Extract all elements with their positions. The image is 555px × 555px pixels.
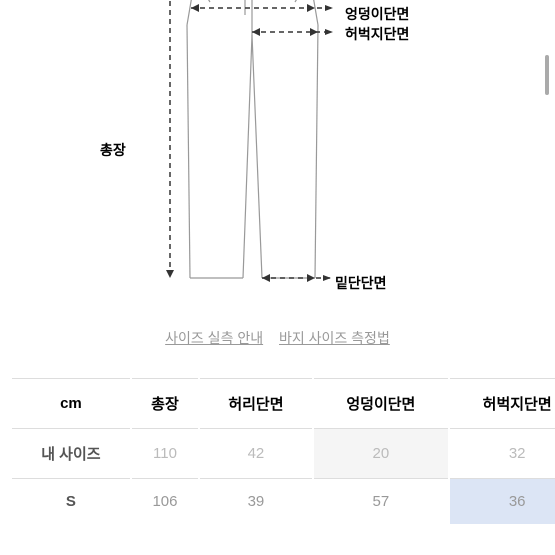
table-header-row: cm 총장 허리단면 엉덩이단면 허벅지단면 밑 xyxy=(12,379,555,429)
cell: 57 xyxy=(313,479,449,525)
cell-highlight: 36 xyxy=(449,479,555,525)
col-header: 총장 xyxy=(131,379,199,429)
cell: 106 xyxy=(131,479,199,525)
size-links: 사이즈 실측 안내 바지 사이즈 측정법 xyxy=(0,328,555,348)
label-thigh: 허벅지단면 xyxy=(345,24,409,44)
measure-guide-link[interactable]: 바지 사이즈 측정법 xyxy=(279,330,390,346)
table-row-s[interactable]: S 106 39 57 36 3 xyxy=(12,479,555,525)
col-header: 허벅지단면 xyxy=(449,379,555,429)
label-hem: 밑단단면 xyxy=(335,273,387,293)
pants-diagram: 밑위 엉덩이단면 허벅지단면 총장 밑단단면 xyxy=(0,0,555,310)
col-header: 엉덩이단면 xyxy=(313,379,449,429)
size-table: cm 총장 허리단면 엉덩이단면 허벅지단면 밑 내 사이즈 110 42 20… xyxy=(0,378,555,524)
table-row-mysize: 내 사이즈 110 42 20 32 3 xyxy=(12,429,555,479)
cell: 42 xyxy=(199,429,313,479)
cell: 39 xyxy=(199,479,313,525)
label-hip: 엉덩이단면 xyxy=(345,4,409,24)
pants-outline xyxy=(155,0,355,295)
label-total-length: 총장 xyxy=(100,140,126,160)
cell: 32 xyxy=(449,429,555,479)
unit-header: cm xyxy=(12,379,131,429)
cell-blank: 20 xyxy=(313,429,449,479)
cell: 110 xyxy=(131,429,199,479)
scrollbar-thumb[interactable] xyxy=(545,55,549,95)
col-header: 허리단면 xyxy=(199,379,313,429)
row-label: S xyxy=(12,479,131,525)
actual-size-guide-link[interactable]: 사이즈 실측 안내 xyxy=(165,330,263,346)
row-label: 내 사이즈 xyxy=(12,429,131,479)
